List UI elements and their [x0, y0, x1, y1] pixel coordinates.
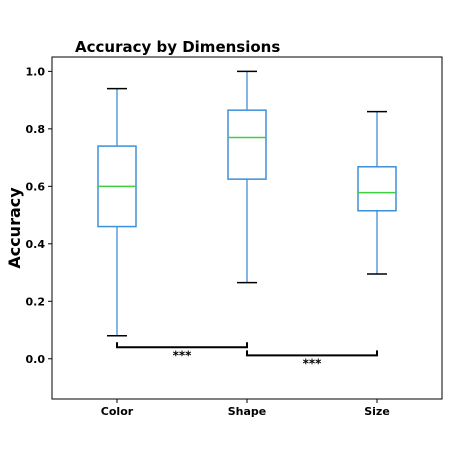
y-tick-label: 1.0	[26, 65, 46, 78]
significance-label: ***	[303, 356, 323, 370]
y-tick-label: 0.6	[26, 180, 46, 193]
y-tick-label: 0.4	[26, 238, 46, 251]
chart-title: Accuracy by Dimensions	[75, 38, 280, 56]
shape-box	[227, 109, 267, 180]
significance-label: ***	[173, 348, 193, 362]
significance-bracket	[116, 342, 248, 349]
y-tick-label: 0.2	[26, 295, 46, 308]
size-box	[357, 166, 397, 212]
x-tick-label: Size	[364, 405, 390, 418]
x-tick-label: Color	[101, 405, 134, 418]
y-tick-label: 0.0	[26, 353, 46, 366]
y-axis-label: Accuracy	[5, 187, 24, 269]
x-tick-label: Shape	[228, 405, 267, 418]
y-tick-label: 0.8	[26, 123, 46, 136]
significance-bracket	[246, 350, 378, 357]
